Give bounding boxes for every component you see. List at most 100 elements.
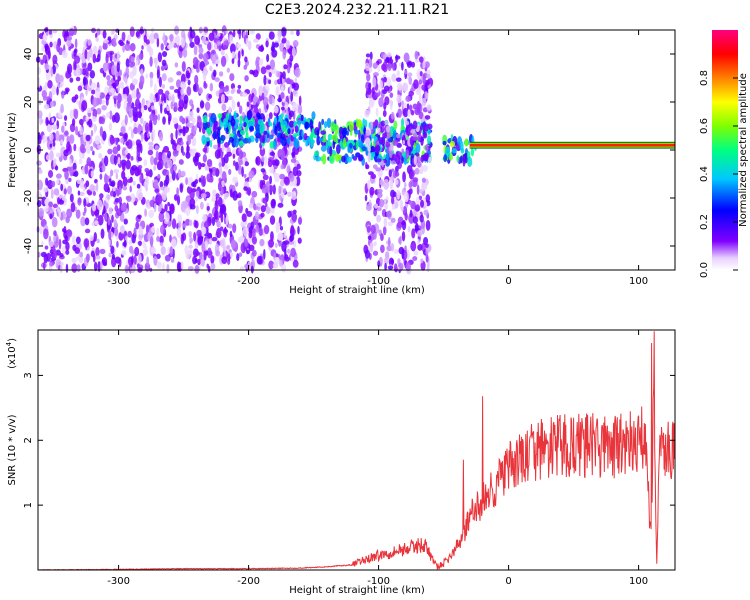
spectrogram-cell [94, 220, 99, 226]
colorbar-label: Normalized spectral amplitude [738, 73, 749, 227]
spectrogram-cell [266, 53, 270, 63]
spectrogram-cell [132, 65, 137, 77]
snr-frame [37, 329, 676, 571]
spectrogram-cell [159, 180, 164, 188]
snr-scale-prefix: (x10 [7, 346, 18, 369]
x-tick-label: -200 [237, 276, 260, 287]
spectrogram-cell [124, 75, 128, 85]
spectrogram-cell [262, 174, 269, 181]
spectrogram-cell [161, 73, 167, 82]
x-tick-label: 100 [629, 276, 648, 287]
spectrogram-cell [214, 199, 219, 211]
spectrogram-cell [218, 162, 222, 168]
spectrogram-cell [290, 135, 294, 142]
spectrogram-cell [183, 94, 189, 105]
spectrogram-cell [351, 154, 355, 160]
spectrogram-cell [419, 70, 423, 77]
spectrogram-cell [101, 257, 108, 266]
spectrogram-cell [387, 62, 392, 72]
spectrogram-cell [280, 86, 284, 92]
spectrogram-cell [194, 74, 199, 85]
spectrogram-cell [243, 64, 248, 70]
spectrogram-cell [169, 234, 172, 243]
spectrogram-cell [209, 139, 213, 148]
spectrogram-cell [408, 90, 415, 97]
spectrogram-cell [316, 129, 320, 137]
spectrogram-cell [321, 118, 325, 126]
spectrogram-cell [127, 94, 132, 104]
spectrogram-cell [121, 31, 126, 41]
spectrogram-cell [82, 76, 87, 87]
spectrogram-cell [65, 263, 69, 274]
spectrogram-cell [124, 149, 129, 155]
spectrogram-cell [419, 56, 424, 63]
spectrogram-cell [136, 183, 141, 189]
spectrogram-cell [413, 210, 418, 216]
spectrogram-cell [92, 97, 98, 108]
spectrogram-cell [113, 168, 119, 174]
spectrogram-cell [98, 153, 103, 159]
spectrogram-cell [91, 89, 96, 95]
spectrogram-cell [117, 179, 123, 191]
spectrogram-cell [241, 49, 244, 57]
spectrogram-cell [199, 201, 204, 210]
spectrogram-cell [246, 101, 250, 107]
spectrogram-cell [173, 164, 177, 172]
spectrogram-cell [143, 34, 148, 43]
spectrogram-cell [122, 185, 128, 191]
spectrogram-cell [390, 242, 395, 252]
spectrogram-cell [153, 83, 157, 95]
spectrogram-cell [404, 70, 408, 75]
x-tick-label: -200 [237, 576, 260, 587]
spectrogram-cell [203, 66, 208, 76]
spectrogram-cell [49, 213, 53, 220]
spectrogram-cell [371, 151, 376, 158]
spectrogram-cell [292, 209, 297, 214]
spectrogram-cell [66, 38, 72, 48]
spectrogram-cell [158, 158, 164, 170]
spectrogram-cell [451, 147, 458, 154]
spectrogram-cell [232, 190, 238, 201]
spectrogram-cell [389, 92, 394, 98]
spectrogram-cell [50, 188, 54, 200]
spectrogram-cell [244, 75, 249, 82]
spectrogram-cell [383, 76, 387, 83]
spectrogram-cell [286, 165, 291, 174]
spectrogram-cell [394, 266, 398, 273]
spectrogram-cell [244, 161, 250, 167]
spectrogram-cell [135, 60, 139, 67]
spectrogram-cell [202, 52, 209, 62]
spectrogram-cell [210, 112, 217, 124]
spectrogram-y-axis: -40 -20 0 20 40 [23, 48, 675, 254]
spectrogram-cell [101, 104, 107, 111]
spectrogram-cell [101, 164, 106, 172]
spectrogram-cell [209, 237, 213, 244]
spectrogram-cell [421, 84, 426, 91]
spectrogram-cell [211, 216, 216, 226]
spectrogram-cell [71, 263, 78, 273]
spectrogram-cell [66, 89, 69, 95]
spectrogram-cell [377, 63, 381, 73]
spectrogram-cell [364, 249, 370, 259]
spectrogram-cell [156, 69, 160, 79]
spectrogram-cell [304, 122, 308, 129]
spectrogram-cell [332, 133, 338, 143]
spectrogram-cell [404, 212, 408, 221]
spectrogram-cell [360, 134, 365, 144]
spectrogram-cell [274, 125, 278, 136]
spectrogram-cell [278, 185, 282, 195]
colorbar-ticks: 0.0 0.2 0.4 0.6 0.8 [699, 70, 738, 278]
spectrogram-cell [258, 85, 264, 97]
spectrogram-cell [63, 115, 68, 121]
spectrogram-cell [425, 243, 429, 248]
spectrogram-cell [407, 226, 411, 233]
spectrogram-cell [179, 140, 184, 146]
spectrogram-cell [201, 226, 207, 235]
spectrogram-cell [297, 225, 300, 235]
spectrogram-cell [381, 159, 385, 168]
spectrogram-cell [51, 117, 55, 123]
spectrogram-cell [288, 112, 292, 120]
spectrogram-cell [220, 237, 226, 249]
spectrogram-cell [100, 228, 105, 239]
spectrogram-cell [252, 227, 256, 238]
